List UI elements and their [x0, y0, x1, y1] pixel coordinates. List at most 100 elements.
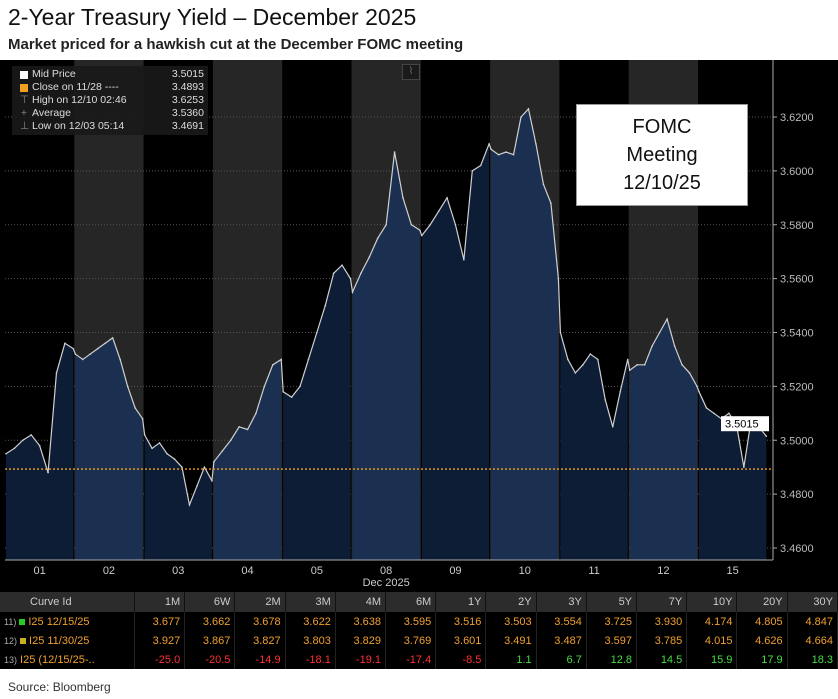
column-header-curve-id[interactable]: Curve Id: [0, 592, 135, 612]
x-tick-label: 05: [311, 565, 323, 577]
value-cell: 12.8: [586, 650, 638, 669]
day-area: [75, 337, 143, 560]
y-tick-label: 3.5200: [780, 381, 814, 393]
column-header-20y[interactable]: 20Y: [736, 592, 788, 612]
column-header-3y[interactable]: 3Y: [536, 592, 587, 612]
value-cell: 6.7: [536, 650, 587, 669]
value-cell: 3.503: [485, 612, 537, 631]
value-cell: 4.664: [787, 631, 838, 650]
value-cell: 3.803: [285, 631, 336, 650]
curve-table: Curve Id 1M 6W 2M 3M 4M 6M 1Y 2Y 3Y 5Y 7Y 10Y 20Y 30Y …: [0, 592, 838, 669]
value-cell: 17.9: [736, 650, 788, 669]
value-cell: -8.5: [435, 650, 487, 669]
column-header-4m[interactable]: 4M: [335, 592, 387, 612]
legend-average[interactable]: + Average 3.5360: [20, 107, 204, 120]
value-cell: 3.927: [134, 631, 186, 650]
y-tick-label: 3.6000: [780, 166, 814, 178]
annotation-line: 12/10/25: [623, 172, 701, 194]
column-header-3m[interactable]: 3M: [285, 592, 336, 612]
page-title: 2-Year Treasury Yield – December 2025: [8, 4, 417, 30]
row-number: 13): [4, 654, 18, 665]
chart-type-icon[interactable]: ⌇: [402, 64, 420, 80]
value-cell: 3.597: [586, 631, 638, 650]
value-cell: 3.867: [184, 631, 236, 650]
value-cell: 3.554: [536, 612, 587, 631]
orange-square-icon: [20, 83, 28, 92]
chart-legend: Mid Price 3.5015 Close on 11/28 ---- 3.489…: [12, 66, 208, 135]
table-row[interactable]: 11) I25 12/15/25 3.677 3.662 3.678 3.622 3.638…: [0, 612, 838, 631]
legend-high[interactable]: ⊤ High on 12/10 02:46 3.6253: [20, 94, 204, 107]
curve-id-label: I25 (12/15/25-..: [20, 653, 95, 666]
x-tick-label: 01: [34, 565, 46, 577]
day-area: [144, 434, 212, 560]
value-cell: -25.0: [134, 650, 186, 669]
value-cell: -18.1: [285, 650, 336, 669]
legend-value: 3.6253: [171, 94, 204, 106]
table-row[interactable]: 13) I25 (12/15/25-.. -25.0 -20.5 -14.9 -18.1-…: [0, 650, 838, 669]
value-cell: 3.662: [184, 612, 236, 631]
x-tick-label: 09: [449, 565, 461, 577]
y-tick-label: 3.5400: [780, 328, 814, 340]
value-cell: 3.677: [134, 612, 186, 631]
x-tick-label: 03: [172, 565, 184, 577]
page-subtitle: Market priced for a hawkish cut at the D…: [8, 36, 464, 53]
y-tick-label: 3.5800: [780, 220, 814, 232]
column-header-5y[interactable]: 5Y: [586, 592, 638, 612]
value-cell: 3.725: [586, 612, 638, 631]
x-tick-label: 11: [588, 565, 599, 577]
column-header-30y[interactable]: 30Y: [787, 592, 838, 612]
y-tick-label: 3.6200: [780, 112, 814, 124]
row-number: 12): [4, 635, 18, 646]
x-tick-label: 04: [241, 565, 253, 577]
value-cell: 18.3: [787, 650, 838, 669]
column-header-6w[interactable]: 6W: [184, 592, 236, 612]
annotation-line: Meeting: [626, 144, 698, 166]
column-header-7y[interactable]: 7Y: [636, 592, 688, 612]
series-color-icon: [19, 618, 26, 625]
curve-id-cell[interactable]: 11) I25 12/15/25: [0, 612, 135, 631]
series-color-icon: [20, 637, 27, 644]
row-number: 11): [4, 616, 17, 627]
day-area: [6, 343, 74, 560]
column-header-2m[interactable]: 2M: [234, 592, 286, 612]
value-cell: 4.805: [736, 612, 788, 631]
yield-line: [5, 107, 767, 508]
legend-value: 3.4691: [171, 120, 204, 132]
annotation-line: FOMC: [632, 116, 692, 138]
value-cell: 4.626: [736, 631, 788, 650]
legend-close[interactable]: Close on 11/28 ---- 3.4893: [20, 81, 204, 94]
column-header-6m[interactable]: 6M: [385, 592, 437, 612]
x-tick-label: 12: [657, 565, 669, 577]
value-cell: -17.4: [385, 650, 437, 669]
high-marker-icon: ⊤: [20, 94, 30, 106]
value-cell: 4.847: [787, 612, 838, 631]
fomc-annotation: FOMC Meeting 12/10/25: [576, 104, 748, 206]
legend-mid-price[interactable]: Mid Price 3.5015: [20, 68, 204, 81]
curve-id-cell[interactable]: 12) I25 11/30/25: [0, 631, 135, 650]
day-area: [560, 332, 628, 560]
legend-label: Low on 12/03 05:14: [32, 120, 125, 132]
value-cell: 3.491: [485, 631, 537, 650]
day-area: [421, 143, 490, 560]
yield-chart: 3.4600 3.4800 3.5000 3.5200 3.5400 3.5600 3.58…: [0, 60, 838, 592]
legend-value: 3.5360: [171, 107, 204, 119]
table-row[interactable]: 12) I25 11/30/25 3.927 3.867 3.827 3.803 3.829…: [0, 631, 838, 650]
source-note: Source: Bloomberg: [8, 680, 111, 694]
average-marker-icon: +: [20, 107, 28, 119]
low-marker-icon: ⊥: [20, 120, 30, 132]
x-tick-label: 15: [727, 565, 739, 577]
curve-id-cell[interactable]: 13) I25 (12/15/25-..: [0, 650, 135, 669]
value-cell: -19.1: [335, 650, 387, 669]
column-header-2y[interactable]: 2Y: [485, 592, 537, 612]
legend-label: Close on 11/28 ----: [32, 81, 119, 93]
y-tick-label: 3.4600: [780, 543, 814, 555]
column-header-1m[interactable]: 1M: [134, 592, 186, 612]
value-cell: 4.015: [686, 631, 738, 650]
column-header-1y[interactable]: 1Y: [435, 592, 487, 612]
value-cell: 3.595: [385, 612, 437, 631]
table-header-row: Curve Id 1M 6W 2M 3M 4M 6M 1Y 2Y 3Y 5Y 7Y 10Y 20Y 30Y: [0, 592, 838, 612]
day-area: [213, 359, 282, 560]
column-header-10y[interactable]: 10Y: [686, 592, 738, 612]
legend-low[interactable]: ⊥ Low on 12/03 05:14 3.4691: [20, 120, 204, 133]
last-price-label: 3.5015: [725, 419, 759, 431]
